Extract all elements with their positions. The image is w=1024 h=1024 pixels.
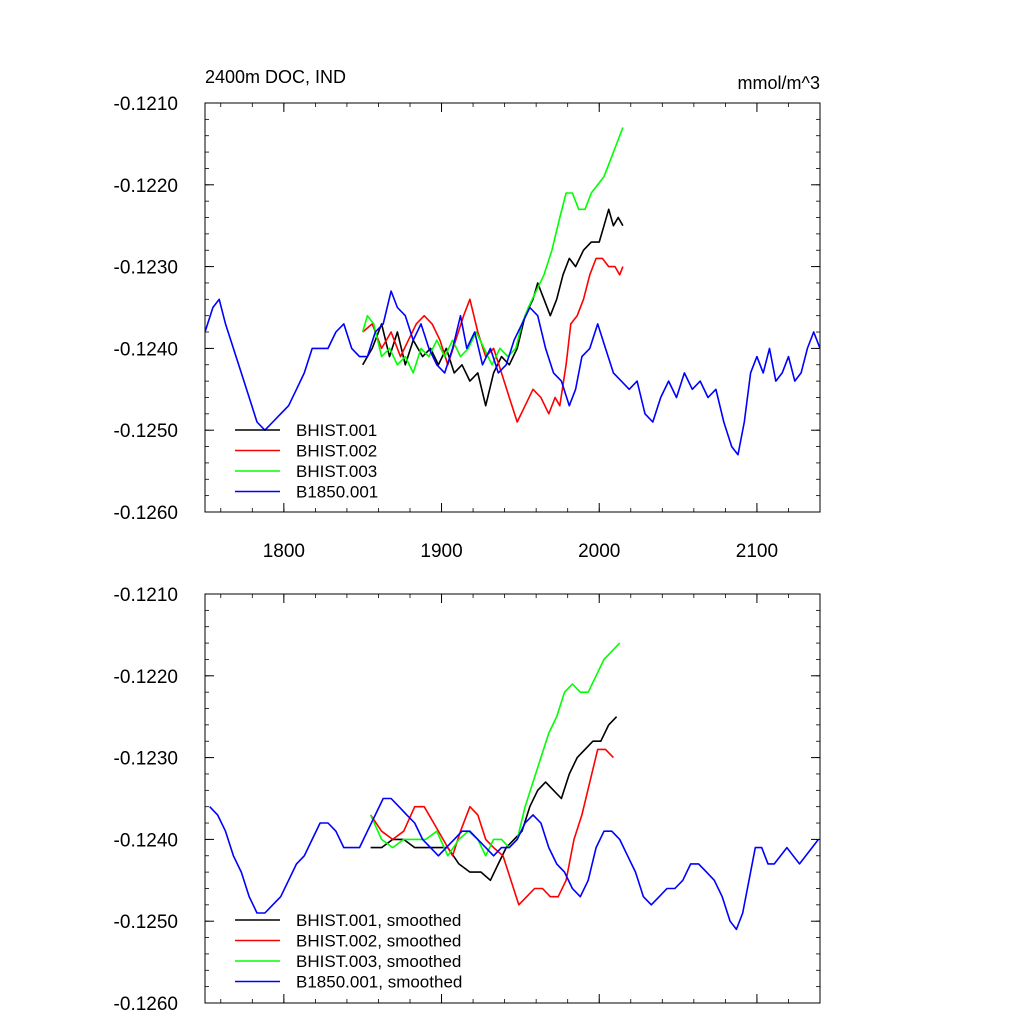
x-tick-label: 1900 bbox=[420, 541, 462, 562]
series-line bbox=[209, 797, 820, 931]
y-tick-label: -0.1230 bbox=[114, 258, 178, 279]
y-tick-label: -0.1220 bbox=[114, 176, 178, 197]
y-tick-label: -0.1240 bbox=[114, 830, 178, 851]
raw-panel: -0.1210 -0.1220 -0.1230 -0.1240 -0.1250 -0.12… bbox=[114, 67, 821, 562]
series-line bbox=[369, 642, 621, 857]
legend-label: BHIST.002, smoothed bbox=[296, 932, 461, 951]
y-tick-label: -0.1260 bbox=[114, 994, 178, 1015]
legend-label: BHIST.001, smoothed bbox=[296, 911, 461, 930]
y-tick-label: -0.1250 bbox=[114, 421, 178, 442]
series-line bbox=[362, 208, 624, 407]
series-line bbox=[370, 716, 618, 882]
legend-label: BHIST.002 bbox=[296, 442, 377, 461]
smoothed-panel: -0.1210 -0.1220 -0.1230 -0.1240 -0.1250 -0.12… bbox=[114, 585, 821, 1015]
y-tick-label: -0.1250 bbox=[114, 912, 178, 933]
y-tick-label: -0.1220 bbox=[114, 667, 178, 688]
panel-title-left: 2400m DOC, IND bbox=[205, 67, 346, 87]
panel-units-label: mmol/m^3 bbox=[738, 73, 820, 93]
y-tick-label: -0.1240 bbox=[114, 339, 178, 360]
y-tick-label: -0.1210 bbox=[114, 585, 178, 606]
x-tick-label: 2000 bbox=[578, 541, 620, 562]
series-line bbox=[362, 257, 624, 423]
legend-label: B1850.001 bbox=[296, 483, 378, 502]
legend-label: BHIST.001 bbox=[296, 421, 377, 440]
legend-label: BHIST.003, smoothed bbox=[296, 952, 461, 971]
x-tick-label: 1800 bbox=[263, 541, 305, 562]
series-line bbox=[361, 127, 624, 374]
y-tick-label: -0.1260 bbox=[114, 503, 178, 524]
series-line bbox=[205, 290, 820, 456]
series-line bbox=[369, 748, 614, 906]
plot-frame bbox=[204, 102, 821, 513]
legend-label: BHIST.003 bbox=[296, 462, 377, 481]
y-tick-label: -0.1210 bbox=[114, 94, 178, 115]
x-tick-label: 2100 bbox=[736, 541, 778, 562]
y-tick-label: -0.1230 bbox=[114, 749, 178, 770]
plot-frame bbox=[204, 593, 821, 1004]
legend-label: B1850.001, smoothed bbox=[296, 973, 462, 992]
